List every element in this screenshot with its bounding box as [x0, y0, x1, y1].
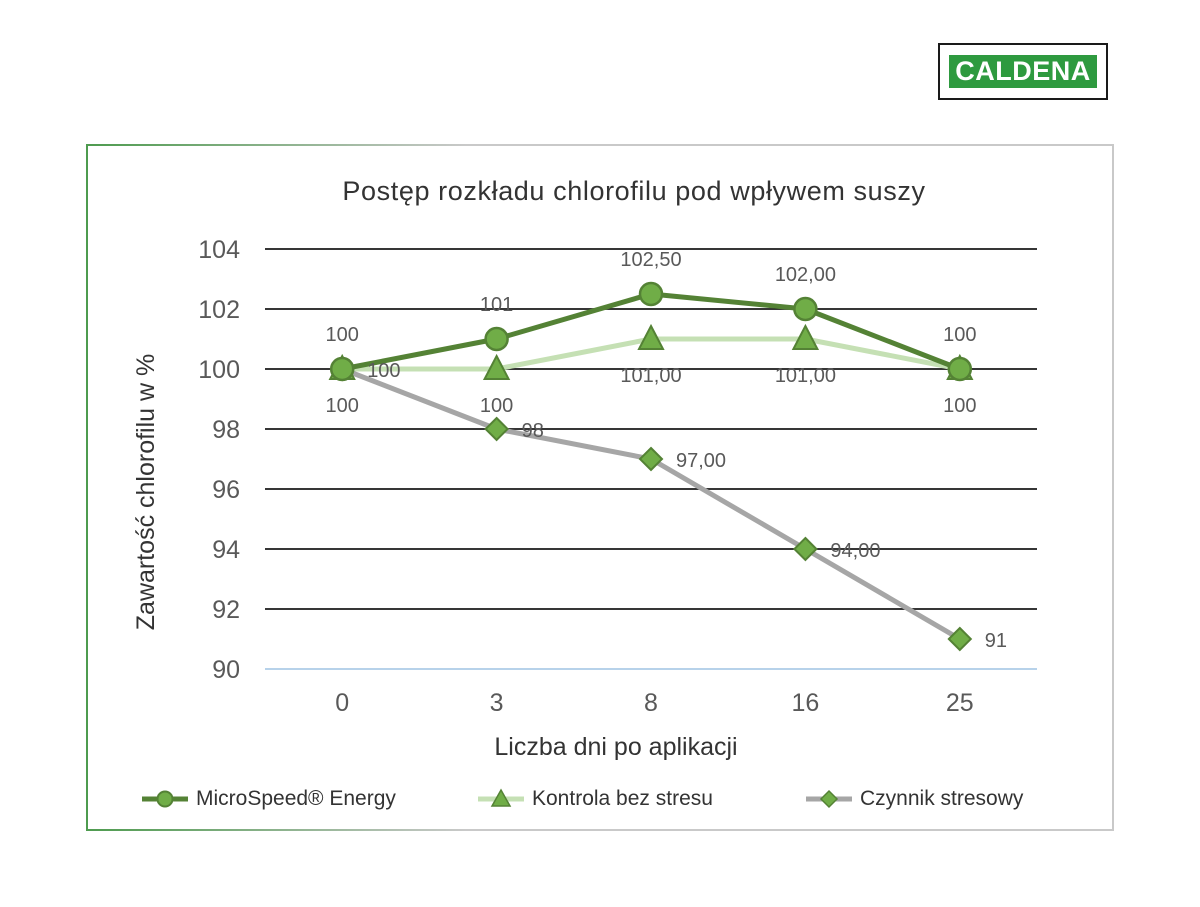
- data-label: 98: [522, 420, 544, 442]
- chart-title: Postęp rozkładu chlorofilu pod wpływem s…: [342, 176, 925, 206]
- y-tick-label: 104: [198, 236, 240, 264]
- data-label: 91: [985, 630, 1007, 652]
- data-point: [793, 296, 818, 322]
- legend-item-microspeed: MicroSpeed® Energy: [140, 785, 396, 813]
- data-label: 101,00: [775, 365, 836, 387]
- x-tick-label: 25: [946, 689, 974, 717]
- data-point: [947, 356, 973, 382]
- data-label: 102,50: [620, 249, 681, 271]
- data-point: [947, 626, 973, 652]
- data-point: [791, 323, 820, 350]
- data-point: [638, 446, 664, 472]
- legend-swatch-diamond-icon: [806, 789, 852, 809]
- y-tick-label: 90: [212, 656, 240, 684]
- brand-logo: CALDENA: [949, 55, 1097, 88]
- data-label: 97,00: [676, 450, 726, 472]
- legend-label: Kontrola bez stresu: [532, 787, 713, 810]
- frame-accent-left: [86, 144, 88, 831]
- series-markers: [328, 281, 974, 652]
- y-tick-label: 92: [212, 596, 240, 624]
- y-tick-label: 98: [212, 416, 240, 444]
- data-point: [484, 326, 509, 352]
- gridlines: [265, 248, 1037, 670]
- frame-accent-bottom: [86, 829, 466, 831]
- x-tick-label: 8: [644, 689, 658, 717]
- data-label: 101,00: [620, 365, 681, 387]
- x-tick-label: 16: [791, 689, 819, 717]
- data-labels: 100 101 102,50 102,00 100 100 100 101,00 101,00 1…: [326, 249, 1008, 652]
- data-label: 100: [480, 395, 513, 417]
- y-tick-label: 96: [212, 476, 240, 504]
- y-tick-label: 100: [198, 356, 240, 384]
- y-tick-labels: 90 92 94 96 98 100 102 104: [198, 236, 240, 684]
- data-label: 94,00: [830, 540, 880, 562]
- legend: MicroSpeed® Energy Kontrola bez stresu C…: [140, 785, 1100, 813]
- data-point: [638, 281, 664, 307]
- legend-swatch-circle-icon: [142, 790, 188, 808]
- data-label: 101: [480, 294, 513, 316]
- series-line: [339, 366, 963, 642]
- legend-swatch-triangle-icon: [478, 788, 524, 807]
- legend-label: Czynnik stresowy: [860, 787, 1024, 810]
- logo-frame: CALDENA: [938, 43, 1108, 100]
- data-label: 100: [943, 324, 976, 346]
- legend-label: MicroSpeed® Energy: [196, 787, 396, 810]
- data-point: [482, 353, 511, 380]
- data-point: [329, 356, 355, 382]
- data-label: 100: [326, 395, 359, 417]
- data-label: 100: [326, 324, 359, 346]
- data-label: 100: [367, 360, 400, 382]
- y-axis-label: Zawartość chlorofilu w %: [132, 354, 160, 630]
- x-tick-labels: 0 3 8 16 25: [335, 689, 973, 717]
- legend-item-kontrola: Kontrola bez stresu: [476, 785, 713, 813]
- data-point: [792, 536, 818, 562]
- frame-accent-top: [86, 144, 466, 146]
- data-point: [484, 416, 510, 442]
- x-tick-label: 3: [490, 689, 504, 717]
- x-tick-label: 0: [335, 689, 349, 717]
- data-point: [637, 323, 665, 350]
- y-tick-label: 94: [212, 536, 240, 564]
- x-axis-label: Liczba dni po aplikacji: [494, 733, 737, 761]
- legend-item-czynnik: Czynnik stresowy: [804, 785, 1023, 813]
- data-label: 100: [943, 395, 976, 417]
- y-tick-label: 102: [198, 296, 240, 324]
- data-label: 102,00: [775, 264, 836, 286]
